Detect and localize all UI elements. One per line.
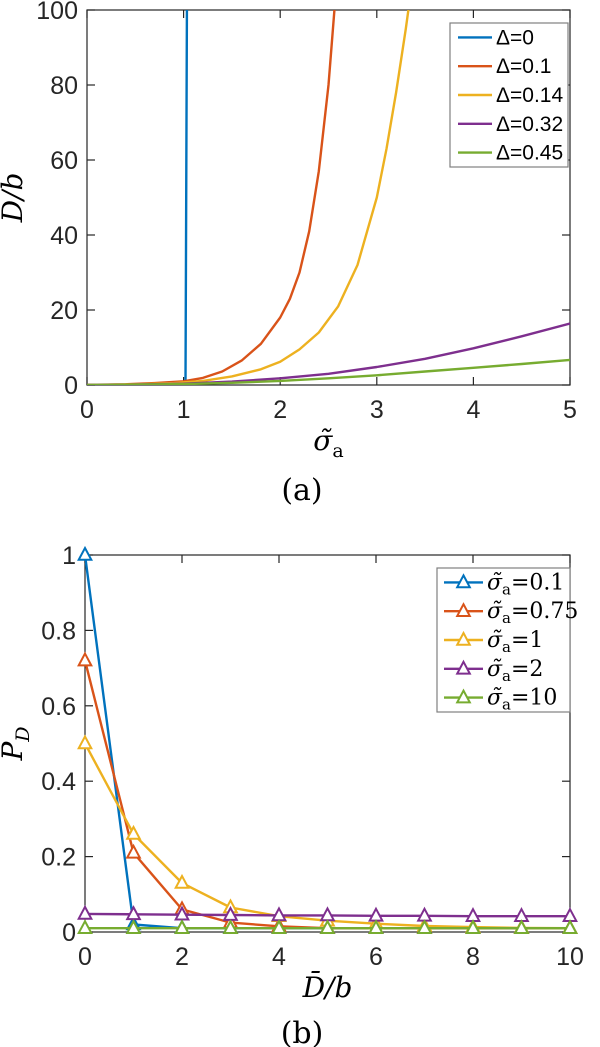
- legend-label: Δ=0.1: [496, 55, 551, 78]
- label-pre: Δ=0.32: [496, 113, 563, 136]
- x-tick-label: 4: [272, 943, 286, 971]
- label-pre: σ̃: [487, 599, 503, 624]
- label-sub: a: [332, 440, 343, 462]
- label-post: =2: [511, 657, 543, 682]
- series-line: [87, 10, 410, 385]
- legend-label: Δ=0.32: [496, 113, 563, 136]
- label-pre: σ̃: [313, 424, 333, 457]
- y-axis-label: PD: [0, 726, 34, 761]
- y-tick-label: 0: [62, 919, 76, 947]
- label-post: =1: [511, 628, 543, 653]
- y-tick-label: 60: [50, 147, 78, 175]
- legend-label: σ̃a=10: [487, 686, 557, 714]
- x-tick-label: 8: [466, 943, 480, 971]
- label-pre: Δ=0.45: [496, 142, 563, 165]
- series-marker: [77, 904, 93, 920]
- series-marker: [77, 734, 93, 750]
- series-marker: [222, 919, 239, 935]
- legend-marker: [455, 630, 472, 646]
- legend-box: [449, 22, 569, 168]
- series-marker: [125, 824, 142, 840]
- x-axis-label: σ̃a: [313, 424, 343, 462]
- legend-marker: [455, 688, 472, 704]
- y-tick-label: 20: [50, 297, 78, 325]
- legend-label: σ̃a=2: [487, 657, 543, 685]
- legend-label: σ̃a=0.75: [487, 599, 578, 627]
- y-tick-label: 40: [50, 222, 78, 250]
- x-tick-label: 3: [370, 396, 384, 424]
- series-marker: [125, 919, 142, 935]
- x-tick-label: 5: [563, 396, 577, 424]
- label-post: =0.1: [511, 570, 564, 595]
- legend-marker: [455, 573, 472, 589]
- series-marker: [271, 919, 287, 935]
- legend-label: Δ=0.14: [496, 84, 563, 107]
- label-sub: a: [502, 638, 511, 656]
- x-tick-label: 10: [556, 943, 584, 971]
- caption: (b): [281, 1016, 324, 1047]
- series-marker: [174, 919, 190, 935]
- x-axis-label: D̄/b: [302, 970, 353, 1004]
- y-axis-label: D̄/b: [0, 173, 29, 224]
- legend-label: Δ=0: [496, 26, 534, 49]
- y-tick-label: 0: [64, 372, 78, 400]
- label-sub: a: [502, 609, 511, 627]
- legend-marker: [455, 602, 472, 617]
- y-tick-label: 0.2: [41, 844, 76, 872]
- label-sub: a: [502, 667, 511, 685]
- chart-a: 0 1 2 3 4 5 0 20 40 60 80 100 σ̃a D̄/b Δ=0 Δ=0.1 Δ=0.14 Δ…: [0, 0, 600, 510]
- label-pre: σ̃: [487, 570, 503, 595]
- x-tick-label: 2: [175, 943, 189, 971]
- plot-border: [86, 9, 571, 386]
- label-sub: a: [502, 580, 511, 598]
- label-post: =0.75: [511, 599, 578, 624]
- y-tick-label: 100: [36, 0, 78, 25]
- legend-label: Δ=0.45: [496, 142, 563, 165]
- x-tick-label: 1: [177, 396, 191, 424]
- series-marker: [465, 919, 481, 935]
- chart-b: 024681000.20.40.60.81D̄/bPDσ̃a=0.1σ̃a=0.…: [0, 510, 600, 1047]
- x-tick-label: 2: [273, 396, 287, 424]
- label-pre: σ̃: [487, 686, 503, 711]
- series-marker: [77, 919, 93, 935]
- label-pre: P: [0, 741, 29, 762]
- y-tick-label: 1: [62, 542, 76, 570]
- label-pre: σ̃: [487, 657, 503, 682]
- series-marker: [125, 843, 142, 859]
- series-marker: [174, 873, 190, 889]
- label-pre: σ̃: [487, 628, 503, 653]
- series-marker: [368, 919, 384, 935]
- label-pre: D̄/b: [302, 970, 353, 1004]
- x-tick-label: 0: [78, 943, 92, 971]
- x-tick-label: 4: [466, 396, 480, 424]
- label-post: =10: [511, 686, 557, 711]
- label-pre: Δ=0.14: [496, 84, 563, 107]
- series-marker: [125, 905, 142, 921]
- y-tick-label: 0.4: [41, 768, 76, 796]
- series-marker: [416, 919, 433, 935]
- y-tick-label: 0.6: [41, 693, 76, 721]
- legend-label: σ̃a=1: [487, 628, 543, 656]
- series-marker: [319, 919, 336, 935]
- label-pre: D̄/b: [0, 173, 29, 224]
- caption: (a): [281, 473, 322, 508]
- x-tick-label: 0: [80, 396, 94, 424]
- label-sub: a: [502, 696, 511, 714]
- legend-label: σ̃a=0.1: [487, 570, 564, 598]
- label-pre: Δ=0.1: [496, 55, 551, 78]
- series-marker: [77, 545, 93, 561]
- y-tick-label: 0.8: [41, 617, 76, 645]
- series-marker: [77, 651, 93, 667]
- label-pre: Δ=0: [496, 26, 534, 49]
- x-tick-label: 6: [369, 943, 383, 971]
- label-sub: D: [12, 726, 34, 742]
- legend-marker: [455, 659, 472, 675]
- series-marker: [562, 919, 578, 935]
- series-line: [87, 358, 570, 385]
- y-tick-label: 80: [50, 72, 78, 100]
- series-marker: [513, 919, 530, 935]
